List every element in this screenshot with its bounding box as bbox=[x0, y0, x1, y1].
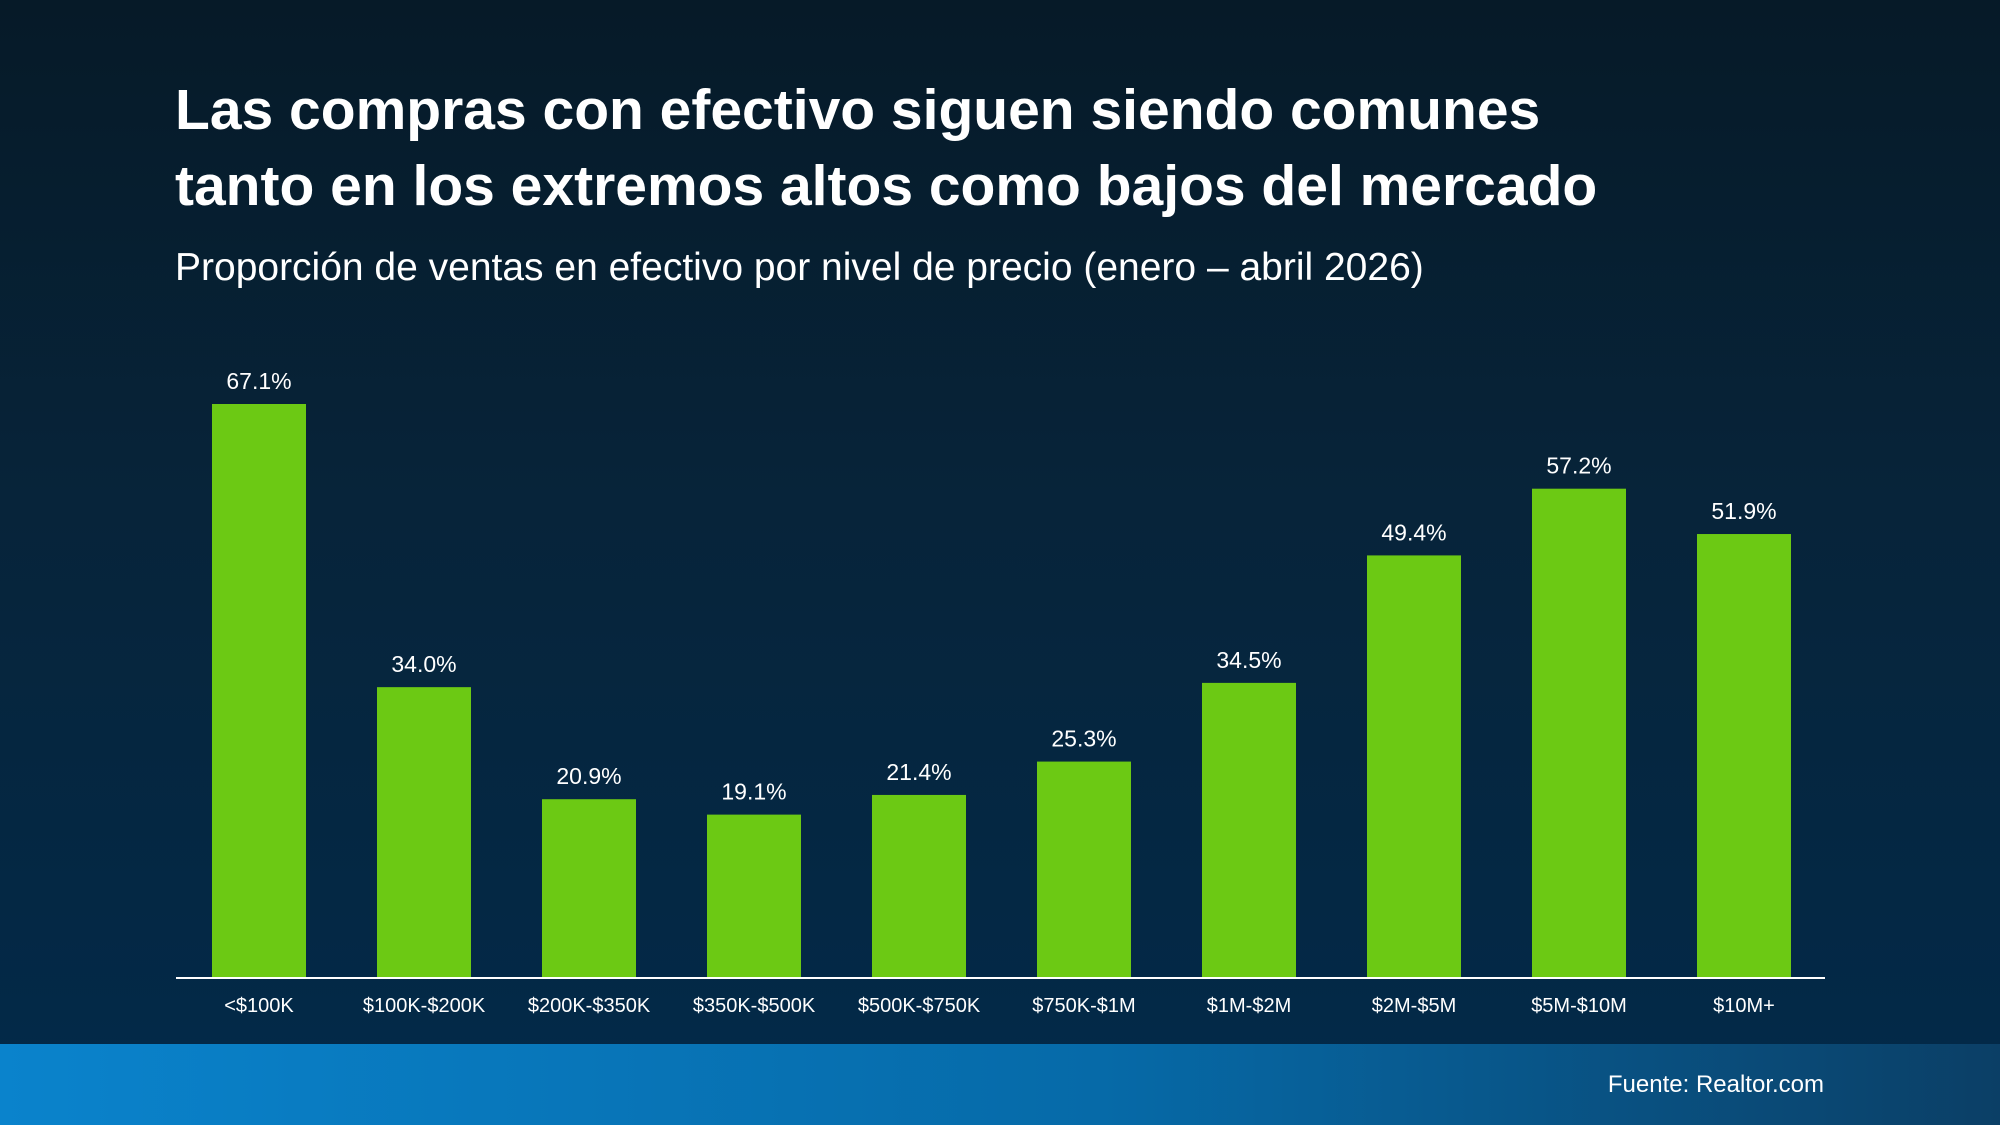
bar bbox=[1367, 555, 1461, 978]
category-tick-label: $100K-$200K bbox=[363, 995, 486, 1017]
bar bbox=[377, 687, 471, 978]
bar bbox=[872, 794, 966, 978]
title-line-1: Las compras con efectivo siguen siendo c… bbox=[175, 78, 1541, 142]
title-line-2: tanto en los extremos altos como bajos d… bbox=[175, 154, 1598, 218]
bar-value-label: 57.2% bbox=[1546, 453, 1611, 479]
bar bbox=[542, 799, 636, 978]
chart-subtitle: Proporción de ventas en efectivo por niv… bbox=[175, 246, 1424, 289]
bar-value-label: 51.9% bbox=[1711, 498, 1776, 524]
category-labels-group: <$100K $100K-$200K $200K-$350K $350K-$500K $… bbox=[224, 995, 1775, 1017]
value-labels-group: 67.1% 34.0% 20.9% 19.1% 21.4% 25.3% 34.5% 49.4%… bbox=[226, 368, 1776, 805]
category-tick-label: $1M-$2M bbox=[1207, 995, 1291, 1017]
bar bbox=[1532, 488, 1626, 978]
bar-value-label: 49.4% bbox=[1381, 519, 1446, 545]
bar-chart: 67.1% 34.0% 20.9% 19.1% 21.4% 25.3% 34.5% 49.4%… bbox=[212, 368, 1791, 1017]
bar bbox=[1202, 682, 1296, 978]
bar-value-label: 25.3% bbox=[1051, 726, 1116, 752]
slide-title: Las compras con efectivo siguen siendo c… bbox=[175, 72, 1875, 224]
footer-band bbox=[0, 1044, 2000, 1125]
category-tick-label: $200K-$350K bbox=[528, 995, 651, 1017]
bar-value-label: 19.1% bbox=[721, 779, 786, 805]
source-credit: Fuente: Realtor.com bbox=[1607, 1071, 1824, 1098]
bar-value-label: 20.9% bbox=[556, 763, 621, 789]
bars-group bbox=[212, 404, 1791, 978]
bar bbox=[1037, 761, 1131, 978]
bar bbox=[212, 404, 306, 978]
bar-value-label: 34.0% bbox=[391, 651, 456, 677]
category-tick-label: $500K-$750K bbox=[858, 995, 981, 1017]
category-tick-label: $2M-$5M bbox=[1372, 995, 1456, 1017]
category-tick-label: $350K-$500K bbox=[693, 995, 816, 1017]
bar bbox=[1697, 534, 1791, 978]
category-tick-label: $5M-$10M bbox=[1531, 995, 1627, 1017]
bar bbox=[707, 814, 801, 978]
category-tick-label: $10M+ bbox=[1713, 995, 1775, 1017]
bar-value-label: 21.4% bbox=[886, 759, 951, 785]
category-tick-label: $750K-$1M bbox=[1032, 995, 1135, 1017]
bar-value-label: 34.5% bbox=[1216, 647, 1281, 673]
bar-value-label: 67.1% bbox=[226, 368, 291, 394]
category-tick-label: <$100K bbox=[224, 995, 294, 1017]
